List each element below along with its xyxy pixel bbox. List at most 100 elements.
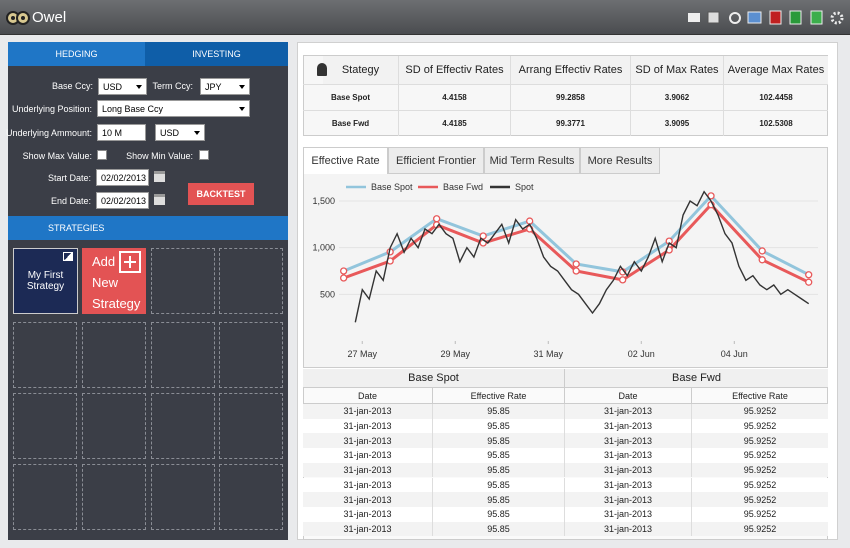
- cell: 95.85: [432, 477, 564, 493]
- empty-tile[interactable]: [82, 464, 146, 530]
- column-header: Effective Rate: [432, 388, 564, 404]
- checkbox[interactable]: [199, 150, 209, 160]
- column-header: SD of Effectiv Rates: [398, 56, 510, 84]
- dropdown-arrow: [239, 85, 245, 89]
- cell: 31-jan-2013: [303, 521, 432, 537]
- cell: 31-jan-2013: [303, 477, 432, 493]
- strategy-icon: [317, 63, 327, 76]
- cell: 31-jan-2013: [303, 462, 432, 478]
- empty-tile[interactable]: [219, 393, 283, 459]
- cell: 31-jan-2013: [564, 521, 691, 537]
- input[interactable]: 02/02/2013: [96, 169, 149, 186]
- empty-tile[interactable]: [13, 393, 77, 459]
- empty-tile[interactable]: [151, 393, 215, 459]
- column-header: Effective Rate: [691, 388, 828, 404]
- group-header: Base Spot: [303, 369, 564, 388]
- cell: 99.2858: [510, 84, 630, 110]
- cell: 31-jan-2013: [564, 404, 691, 419]
- checkbox[interactable]: [97, 150, 107, 160]
- cell: 99.3771: [510, 110, 630, 136]
- column-header: Date: [303, 388, 432, 404]
- cell: 95.85: [432, 418, 564, 434]
- cell: 95.9252: [691, 448, 828, 463]
- empty-tile[interactable]: [219, 248, 283, 314]
- cell: 31-jan-2013: [564, 448, 691, 463]
- field-label: Term Ccy:: [152, 81, 194, 91]
- empty-tile[interactable]: [151, 248, 215, 314]
- chart-tab[interactable]: Mid Term Results: [484, 147, 580, 174]
- empty-tile[interactable]: [219, 322, 283, 388]
- cell: 31-jan-2013: [564, 506, 691, 522]
- group-header: Base Fwd: [564, 369, 828, 388]
- cell: 95.85: [432, 521, 564, 537]
- cell: 31-jan-2013: [564, 492, 691, 507]
- cell: 31-jan-2013: [564, 433, 691, 449]
- logo: [6, 11, 30, 25]
- cell: 95.9252: [691, 521, 828, 537]
- chart-tab[interactable]: Effective Rate: [303, 147, 388, 174]
- plus-v: [129, 256, 131, 268]
- add-tile[interactable]: Add New Strategy: [82, 248, 146, 314]
- field-label: Underlying Ammount:: [5, 128, 92, 138]
- column-header: Average Max Rates: [723, 56, 828, 84]
- cell: 95.9252: [691, 506, 828, 522]
- field-label: Underlying Position:: [11, 104, 92, 114]
- empty-tile[interactable]: [13, 322, 77, 388]
- chart-panel: [303, 147, 828, 368]
- empty-tile[interactable]: [219, 464, 283, 530]
- calendar-icon[interactable]: [154, 194, 165, 205]
- select[interactable]: USD: [98, 78, 147, 95]
- cell: 102.4458: [723, 84, 828, 110]
- empty-tile[interactable]: [151, 464, 215, 530]
- cell: 95.85: [432, 462, 564, 478]
- cell: 31-jan-2013: [303, 418, 432, 434]
- column-header: Stategy: [323, 56, 398, 84]
- calendar-icon[interactable]: [154, 171, 165, 182]
- plus-icon: [119, 251, 141, 273]
- toolbar[interactable]: [686, 10, 846, 26]
- empty-tile[interactable]: [13, 464, 77, 530]
- section-header: STRATEGIES: [8, 216, 288, 240]
- cell: 95.9252: [691, 477, 828, 493]
- cell: 95.9252: [691, 418, 828, 434]
- cell: Base Fwd: [303, 110, 398, 136]
- cell: 95.85: [432, 506, 564, 522]
- empty-tile[interactable]: [82, 322, 146, 388]
- dropdown-arrow: [239, 107, 245, 111]
- field-label: End Date:: [50, 196, 91, 206]
- cell: 31-jan-2013: [303, 404, 432, 419]
- select[interactable]: JPY: [200, 78, 250, 95]
- input[interactable]: 02/02/2013: [96, 192, 149, 209]
- dropdown-arrow: [136, 85, 142, 89]
- chart-tab[interactable]: More Results: [580, 147, 660, 174]
- tab[interactable]: INVESTING: [145, 42, 288, 66]
- cell: 102.5308: [723, 110, 828, 136]
- empty-tile[interactable]: [82, 393, 146, 459]
- column-header: SD of Max Rates: [630, 56, 723, 84]
- dropdown-arrow: [194, 131, 200, 135]
- cell: 95.9252: [691, 433, 828, 449]
- cell: 31-jan-2013: [303, 492, 432, 507]
- field-label: Show Max Value:: [22, 151, 92, 161]
- empty-tile[interactable]: [151, 322, 215, 388]
- title-bar: Owel: [0, 0, 850, 35]
- cell: 95.9252: [691, 492, 828, 507]
- select[interactable]: USD: [155, 124, 205, 141]
- cell: 31-jan-2013: [303, 433, 432, 449]
- select[interactable]: Long Base Ccy: [97, 100, 250, 117]
- cell: 95.85: [432, 404, 564, 419]
- input[interactable]: 10 M: [97, 124, 146, 141]
- chart-tab[interactable]: Efficient Frontier: [388, 147, 484, 174]
- button[interactable]: BACKTEST: [188, 183, 254, 205]
- cell: 95.85: [432, 492, 564, 507]
- cell: 3.9062: [630, 84, 723, 110]
- cell: 31-jan-2013: [564, 462, 691, 478]
- field-label: Show Min Value:: [126, 151, 193, 161]
- cell: 95.85: [432, 433, 564, 449]
- cell: 31-jan-2013: [564, 418, 691, 434]
- tab[interactable]: HEDGING: [8, 42, 145, 66]
- cell: 95.9252: [691, 462, 828, 478]
- field-label: Base Ccy:: [51, 81, 93, 91]
- cell: 95.9252: [691, 404, 828, 419]
